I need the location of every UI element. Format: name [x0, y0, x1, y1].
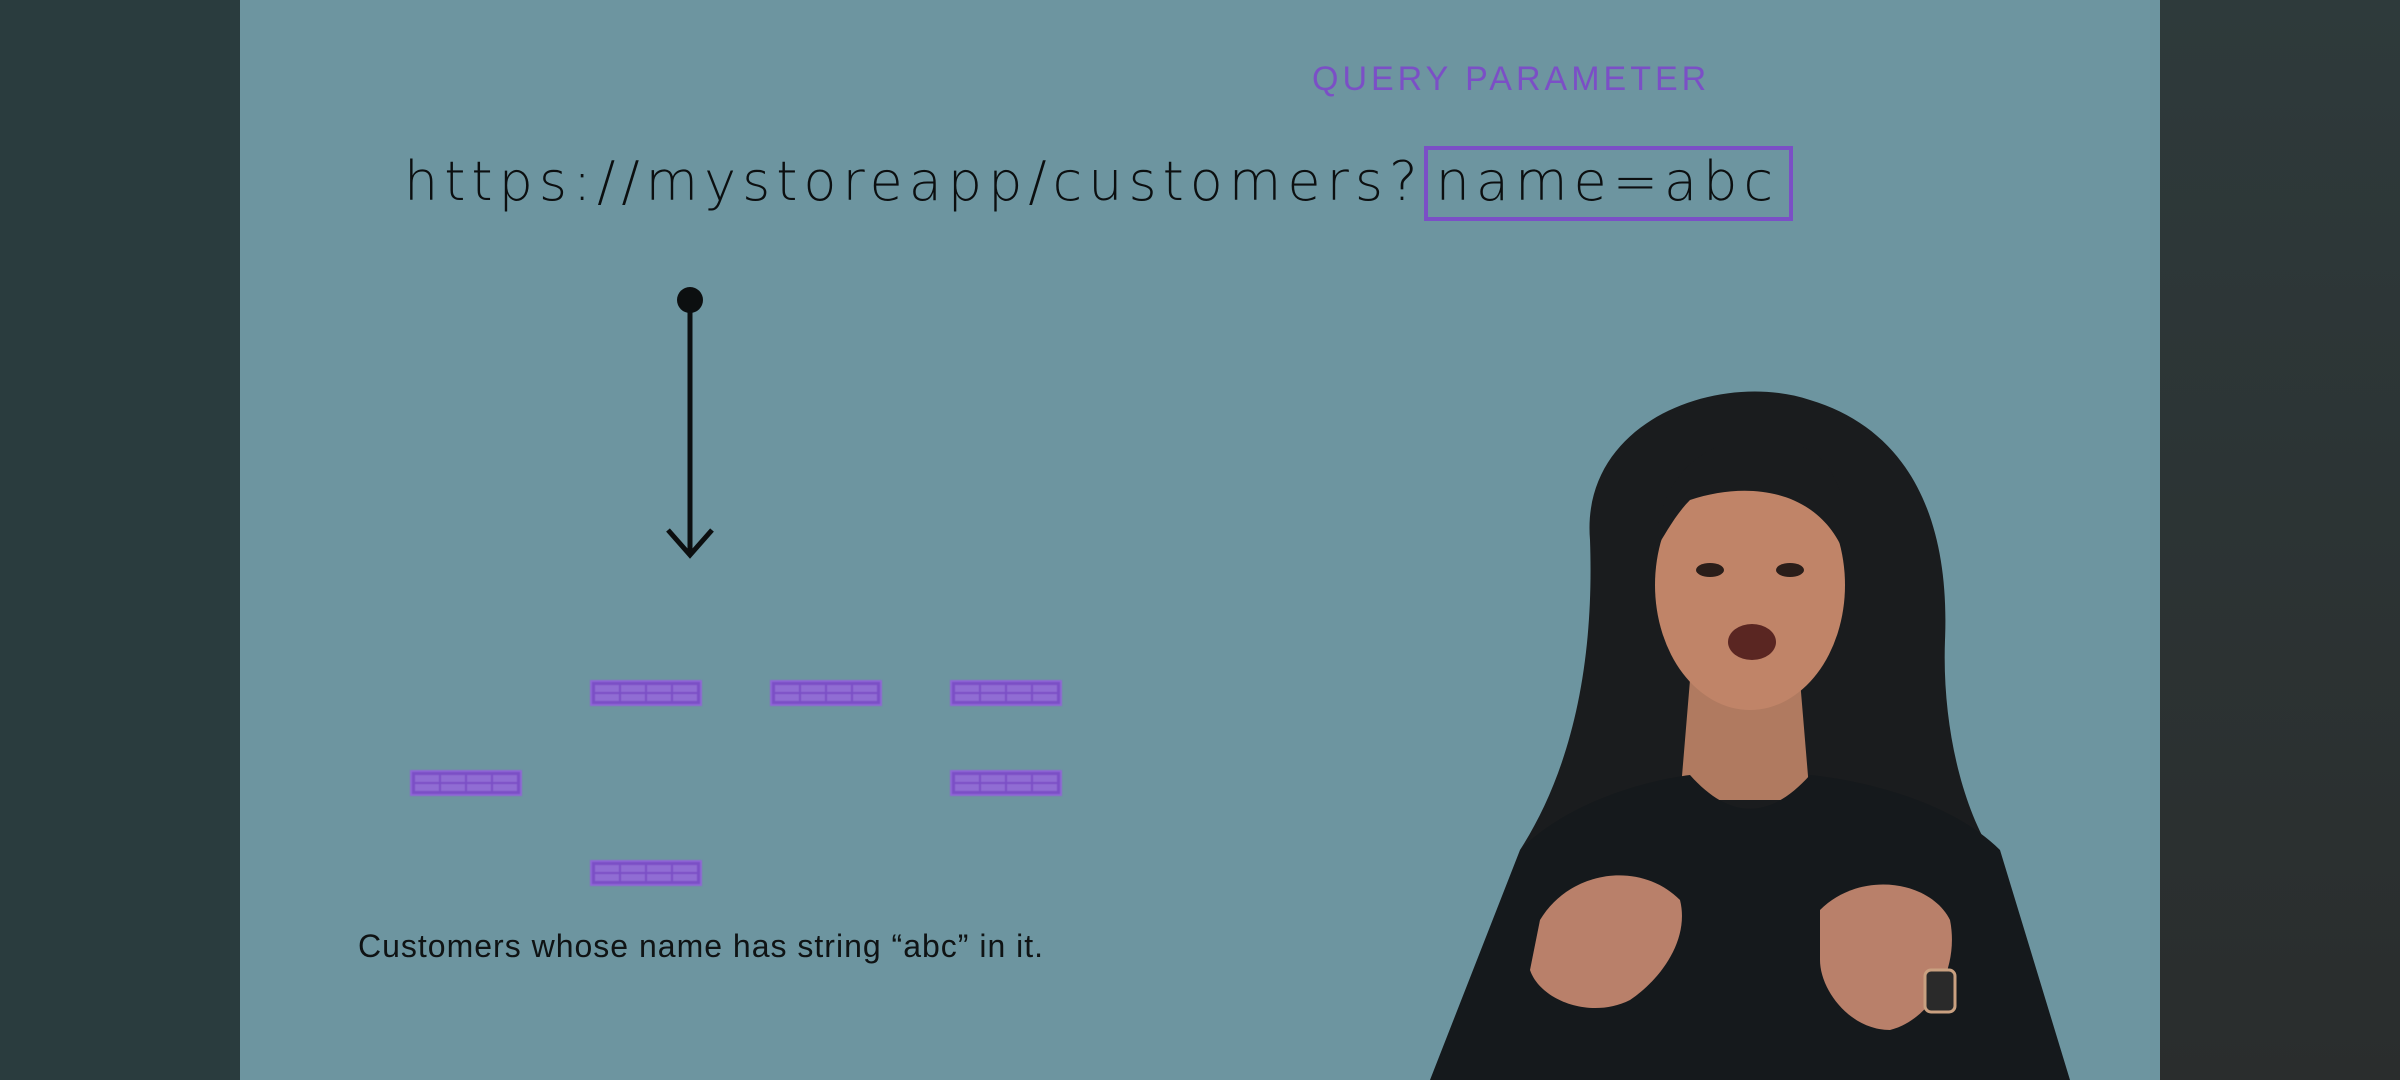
table-record-icon	[590, 860, 702, 886]
letterbox-right	[2160, 0, 2400, 1080]
slide-caption: Customers whose name has string “abc” in…	[358, 928, 1045, 964]
url-query-parameter-box: name=abc	[1423, 146, 1794, 221]
table-record-icon	[410, 770, 522, 796]
letterbox-left	[0, 0, 240, 1080]
url-base: https://mystoreapp/customers?	[404, 150, 1424, 213]
table-record-icon	[950, 770, 1062, 796]
presenter-image	[1430, 391, 2070, 1080]
video-frame[interactable]: QUERY PARAMETER https://mystoreapp/custo…	[240, 0, 2160, 1080]
table-record-icon	[950, 680, 1062, 706]
down-arrow-icon	[666, 287, 714, 559]
table-record-icon	[590, 680, 702, 706]
url-text: https://mystoreapp/customers? name=abc	[404, 146, 1794, 221]
table-record-icon	[770, 680, 882, 706]
query-parameter-label: QUERY PARAMETER	[1312, 60, 1711, 98]
